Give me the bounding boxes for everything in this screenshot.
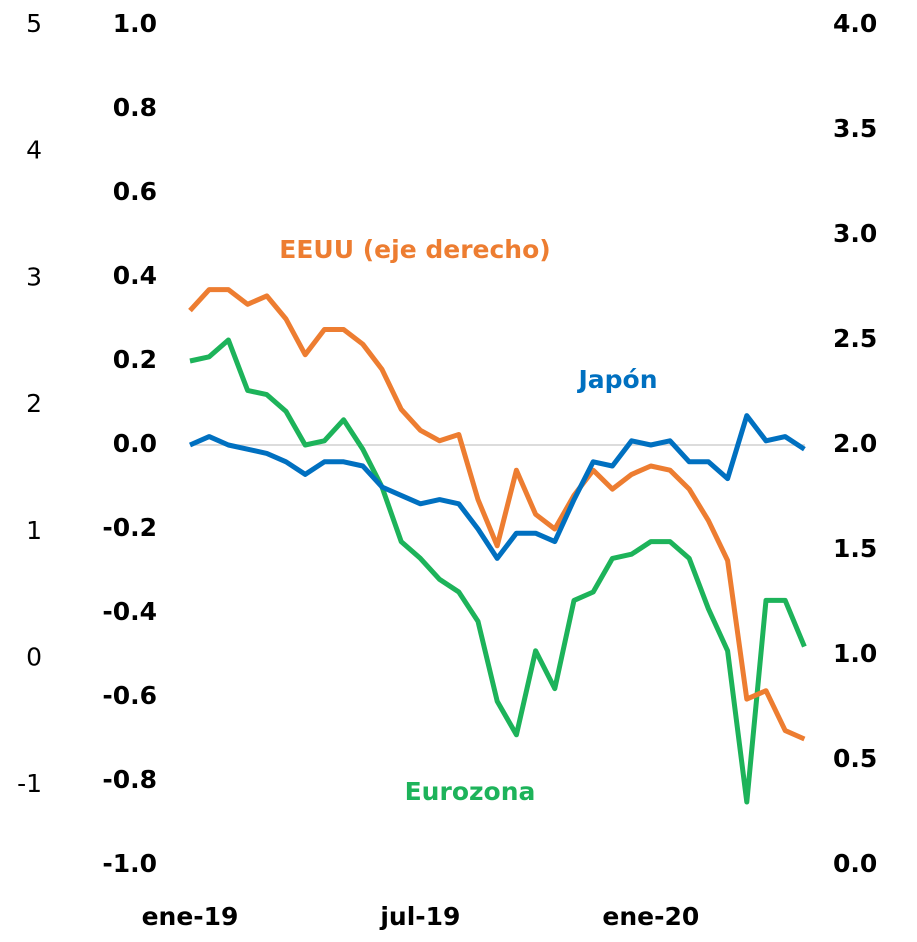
y3-tick-label: 5 [26, 9, 42, 38]
y-tick-label: 1.0 [113, 9, 157, 38]
y2-tick-label: 1.0 [833, 639, 877, 668]
series-line [189, 337, 807, 805]
y2-tick-label: 3.0 [833, 219, 877, 248]
series-label: EEUU (eje derecho) [279, 235, 550, 264]
y2-tick-label: 2.0 [833, 429, 877, 458]
y-tick-label: -0.6 [102, 681, 157, 710]
series-line [188, 287, 806, 742]
y3-tick-label: 4 [26, 136, 42, 165]
y2-tick-label: 0.0 [833, 849, 877, 878]
series-label: Japón [576, 365, 657, 394]
y-tick-label: -0.2 [102, 513, 157, 542]
y3-tick-label: 2 [26, 389, 42, 418]
x-tick-label: ene-19 [142, 902, 239, 931]
x-tick-label: jul-19 [379, 902, 460, 931]
y2-tick-label: 2.5 [833, 324, 877, 353]
y3-tick-label: -1 [17, 769, 42, 798]
y-tick-label: -0.4 [102, 597, 157, 626]
x-tick-label: ene-20 [602, 902, 699, 931]
y2-tick-label: 1.5 [833, 534, 877, 563]
y-tick-label: -0.8 [102, 765, 157, 794]
y3-tick-label: 1 [26, 516, 42, 545]
y-tick-label: 0.8 [113, 93, 157, 122]
y2-tick-label: 0.5 [833, 744, 877, 773]
series-line [188, 413, 806, 561]
y-tick-label: -1.0 [102, 849, 157, 878]
y-tick-label: 0.4 [113, 261, 157, 290]
y-tick-label: 0.2 [113, 345, 157, 374]
y2-tick-label: 4.0 [833, 9, 877, 38]
y-tick-label: 0.6 [113, 177, 157, 206]
y-tick-label: 0.0 [113, 429, 157, 458]
y3-tick-label: 0 [26, 642, 42, 671]
y3-tick-label: 3 [26, 262, 42, 291]
series-label: Eurozona [405, 777, 536, 806]
y2-tick-label: 3.5 [833, 114, 877, 143]
